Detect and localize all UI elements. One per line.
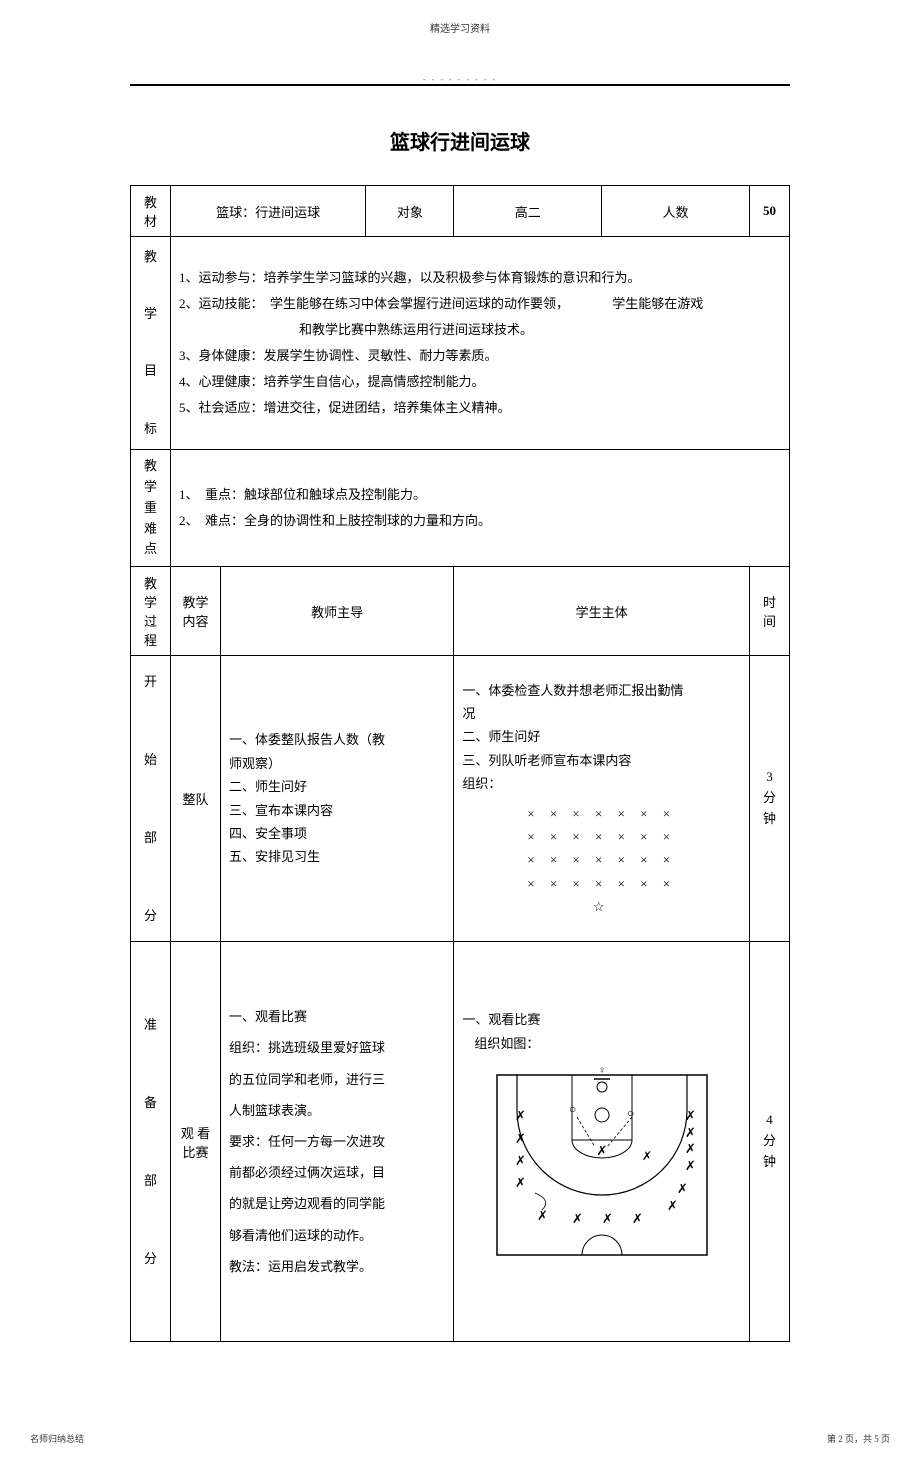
s1-s-l3: 二、师生问好: [462, 725, 741, 748]
s1-t-l4: 三、宣布本课内容: [229, 799, 445, 822]
objectives-content: 1、运动参与：培养学生学习篮球的兴趣，以及积极参与体育锻炼的意识和行为。 2、运…: [171, 237, 790, 450]
keypoints-content: 1、 重点：触球部位和触球点及控制能力。 2、 难点：全身的协调性和上肢控制球的…: [171, 450, 790, 567]
svg-text:✗: ✗: [515, 1108, 526, 1123]
ph-time: 时 间: [750, 567, 790, 656]
s2-t-l4: 人制篮球表演。: [229, 1095, 445, 1126]
s2-t-l1: 一、观看比赛: [229, 1001, 445, 1032]
ph-student: 学生主体: [454, 567, 750, 656]
formation-block: × × × × × × × × × × × × × × × × × × × × …: [462, 802, 741, 919]
lesson-table: 教材 篮球：行进间运球 对象 高二 人数 50 教 学 目 标 1、运动参与：培…: [130, 185, 790, 1342]
svg-text:✗: ✗: [667, 1198, 678, 1213]
svg-text:✗: ✗: [537, 1208, 548, 1223]
obj-2c: 和教学比赛中熟练运用行进间运球技术。: [179, 317, 781, 343]
info-row: 教材 篮球：行进间运球 对象 高二 人数 50: [131, 186, 790, 237]
s1-sub: 整队: [171, 656, 221, 942]
keypoints-label: 教学 重 难点: [131, 450, 171, 567]
s1-s-l1: 一、体委检查人数并想老师汇报出勤情: [462, 679, 741, 702]
s1-s-l5: 组织：: [462, 772, 741, 795]
ph-process: 教学 过程: [131, 567, 171, 656]
svg-text:✗: ✗: [685, 1108, 696, 1123]
section-opening: 开 始 部 分 整队 一、体委整队报告人数（教 师观察） 二、师生问好 三、宣布…: [131, 656, 790, 942]
content-area: 篮球行进间运球 教材 篮球：行进间运球 对象 高二 人数 50 教 学 目 标 …: [130, 84, 790, 1342]
court-diagram: ♀ ✗ ✗ ✗ ✗ ✗ ✗ ✗ ✗ ○ ○ ✗: [487, 1065, 717, 1265]
svg-text:✗: ✗: [515, 1153, 526, 1168]
s2-time: 4 分 钟: [750, 942, 790, 1342]
header-dots: - - - - - - - - -: [0, 75, 920, 84]
s2-teacher: 一、观看比赛 组织：挑选班级里爱好篮球 的五位同学和老师，进行三 人制篮球表演。…: [221, 942, 454, 1342]
s1-s-l2: 况: [462, 702, 741, 725]
svg-text:✗: ✗: [515, 1175, 526, 1190]
ph-content: 教学 内容: [171, 567, 221, 656]
header-small-text: 精选学习资料: [0, 20, 920, 35]
svg-text:✗: ✗: [572, 1211, 583, 1226]
page-footer: 名师归纳总结 第 2 页，共 5 页: [0, 1422, 920, 1445]
label-target: 对象: [366, 186, 454, 237]
svg-text:○: ○: [627, 1106, 634, 1120]
keypoints-row: 教学 重 难点 1、 重点：触球部位和触球点及控制能力。 2、 难点：全身的协调…: [131, 450, 790, 567]
obj-2a: 2、运动技能： 学生能够在练习中体会掌握行进间运球的动作要领， 学生能够在游戏: [179, 291, 781, 317]
formation-star: ☆: [462, 895, 741, 918]
svg-text:✗: ✗: [685, 1125, 696, 1140]
footer-left: 名师归纳总结: [30, 1432, 84, 1445]
svg-text:✗: ✗: [602, 1211, 613, 1226]
s1-t-l2: 师观察）: [229, 752, 445, 775]
s2-s-l2: 组织如图：: [462, 1032, 741, 1055]
svg-text:✗: ✗: [632, 1211, 643, 1226]
obj-5: 5、社会适应：增进交往，促进团结，培养集体主义精神。: [179, 395, 781, 421]
formation-row: × × × × × × ×: [462, 872, 741, 895]
s2-t-l5: 要求：任何一方每一次进攻: [229, 1126, 445, 1157]
s2-t-l7: 的就是让旁边观看的同学能: [229, 1188, 445, 1219]
val-textbook: 篮球：行进间运球: [171, 186, 366, 237]
footer-right: 第 2 页，共 5 页: [827, 1432, 890, 1445]
ph-teacher: 教师主导: [221, 567, 454, 656]
label-textbook: 教材: [131, 186, 171, 237]
s1-t-l1: 一、体委整队报告人数（教: [229, 728, 445, 751]
process-header-row: 教学 过程 教学 内容 教师主导 学生主体 时 间: [131, 567, 790, 656]
svg-text:✗: ✗: [642, 1149, 652, 1163]
formation-row: × × × × × × ×: [462, 848, 741, 871]
formation-row: × × × × × × ×: [462, 825, 741, 848]
s1-s-l4: 三、列队听老师宣布本课内容: [462, 749, 741, 772]
formation-row: × × × × × × ×: [462, 802, 741, 825]
s1-teacher: 一、体委整队报告人数（教 师观察） 二、师生问好 三、宣布本课内容 四、安全事项…: [221, 656, 454, 942]
s2-t-l3: 的五位同学和老师，进行三: [229, 1064, 445, 1095]
kp-1: 1、 重点：触球部位和触球点及控制能力。: [179, 482, 781, 508]
page-title: 篮球行进间运球: [130, 126, 790, 155]
s2-label: 准 备 部 分: [131, 942, 171, 1342]
obj-4: 4、心理健康：培养学生自信心，提高情感控制能力。: [179, 369, 781, 395]
svg-text:✗: ✗: [677, 1181, 688, 1196]
objectives-row: 教 学 目 标 1、运动参与：培养学生学习篮球的兴趣，以及积极参与体育锻炼的意识…: [131, 237, 790, 450]
s1-t-l3: 二、师生问好: [229, 775, 445, 798]
s1-label: 开 始 部 分: [131, 656, 171, 942]
svg-text:♀: ♀: [598, 1065, 606, 1076]
val-count: 50: [750, 186, 790, 237]
svg-text:○: ○: [569, 1102, 576, 1116]
svg-text:✗: ✗: [685, 1141, 696, 1156]
obj-1: 1、运动参与：培养学生学习篮球的兴趣，以及积极参与体育锻炼的意识和行为。: [179, 265, 781, 291]
s2-t-l6: 前都必须经过俩次运球，目: [229, 1157, 445, 1188]
s2-t-l9: 教法：运用启发式教学。: [229, 1251, 445, 1282]
obj-3: 3、身体健康：发展学生协调性、灵敏性、耐力等素质。: [179, 343, 781, 369]
label-count: 人数: [602, 186, 750, 237]
s2-t-l8: 够看清他们运球的动作。: [229, 1220, 445, 1251]
s1-t-l6: 五、安排见习生: [229, 845, 445, 868]
section-prep: 准 备 部 分 观 看 比赛 一、观看比赛 组织：挑选班级里爱好篮球 的五位同学…: [131, 942, 790, 1342]
s2-student: 一、观看比赛 组织如图： ♀ ✗: [454, 942, 750, 1342]
svg-text:✗: ✗: [596, 1143, 607, 1158]
svg-text:✗: ✗: [685, 1158, 696, 1173]
val-target: 高二: [454, 186, 602, 237]
s1-student: 一、体委检查人数并想老师汇报出勤情 况 二、师生问好 三、列队听老师宣布本课内容…: [454, 656, 750, 942]
s1-t-l5: 四、安全事项: [229, 822, 445, 845]
s1-time: 3 分 钟: [750, 656, 790, 942]
svg-text:✗: ✗: [515, 1131, 526, 1146]
kp-2: 2、 难点：全身的协调性和上肢控制球的力量和方向。: [179, 508, 781, 534]
s2-s-l1: 一、观看比赛: [462, 1008, 741, 1031]
s2-t-l2: 组织：挑选班级里爱好篮球: [229, 1032, 445, 1063]
s2-sub: 观 看 比赛: [171, 942, 221, 1342]
objectives-label: 教 学 目 标: [131, 237, 171, 450]
